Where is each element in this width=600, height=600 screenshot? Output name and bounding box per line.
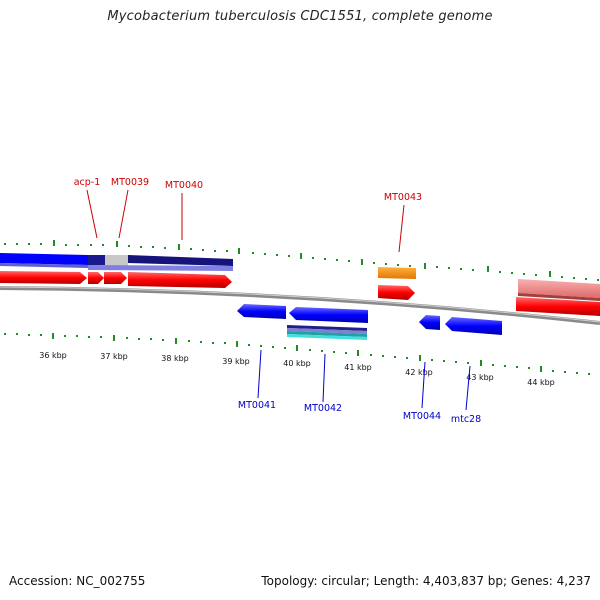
cds-mt0039b[interactable] [104,272,127,284]
scale-label: 37 kbp [100,352,128,361]
gene-mt0043-orange[interactable] [378,267,416,279]
gene-mt0042-band2[interactable] [287,328,367,334]
label-mt0043[interactable]: MT0043 [384,192,422,203]
forward-cds-track[interactable] [0,271,600,316]
genome-summary-text: Topology: circular; Length: 4,403,837 bp… [261,574,591,588]
gene-mt0040-light[interactable] [88,265,233,271]
cds-mtc28[interactable] [445,317,502,335]
label-acp-1[interactable]: acp-1 [74,177,101,188]
cds-mt0041[interactable] [237,304,286,319]
cds-mt0039a[interactable] [88,272,104,284]
cds-mt0042[interactable] [289,307,368,323]
scale-label: 40 kbp [283,359,311,368]
label-mt0041[interactable]: MT0041 [238,400,276,411]
gene-mt0039-band[interactable] [88,255,105,265]
reverse-gene-track[interactable] [287,325,367,340]
reverse-cds-track[interactable] [237,304,502,335]
scale-label: 41 kbp [344,363,372,372]
label-mt0039[interactable]: MT0039 [111,177,149,188]
cds-mt0043[interactable] [378,285,415,300]
accession-text: Accession: NC_002755 [9,574,146,588]
label-mt0044[interactable]: MT0044 [403,411,441,422]
gene-mt0040-dark[interactable] [128,255,233,266]
gene-mt0039-gray[interactable] [105,255,128,266]
gene-mt0042-band4[interactable] [287,334,367,340]
outer-tick-ring [4,240,599,281]
gene-acp-1[interactable] [0,253,88,265]
cds-acp-1[interactable] [0,271,87,284]
gene-mt0042-band3[interactable] [287,331,367,337]
cds-right[interactable] [516,297,600,316]
cds-mt0044[interactable] [419,315,440,330]
forward-feature-labels: acp-1 MT0039 MT0040 MT0043 [74,177,422,253]
genome-backbone [0,286,600,325]
gene-right-pink[interactable] [518,279,600,298]
scale-label: 44 kbp [527,378,555,387]
scale-label: 43 kbp [466,373,494,382]
genome-title: Mycobacterium tuberculosis CDC1551, comp… [107,9,493,24]
scale-labels: 36 kbp 37 kbp 38 kbp 39 kbp 40 kbp 41 kb… [39,351,555,387]
gene-acp-1-lower[interactable] [0,263,88,268]
scale-label: 36 kbp [39,351,67,360]
scale-label: 38 kbp [161,354,189,363]
scale-label: 39 kbp [222,357,250,366]
inner-tick-ring [4,333,590,375]
scale-label: 42 kbp [405,368,433,377]
label-mt0040[interactable]: MT0040 [165,180,203,191]
reverse-feature-labels: MT0041 MT0042 MT0044 mtc28 [238,349,481,425]
gene-mt0042-band1[interactable] [287,325,367,331]
gene-right-pink-edge[interactable] [518,293,600,301]
cds-mt0040[interactable] [128,272,232,288]
forward-gene-track[interactable] [0,253,600,301]
label-mt0042[interactable]: MT0042 [304,403,342,414]
label-mtc28[interactable]: mtc28 [451,414,481,425]
